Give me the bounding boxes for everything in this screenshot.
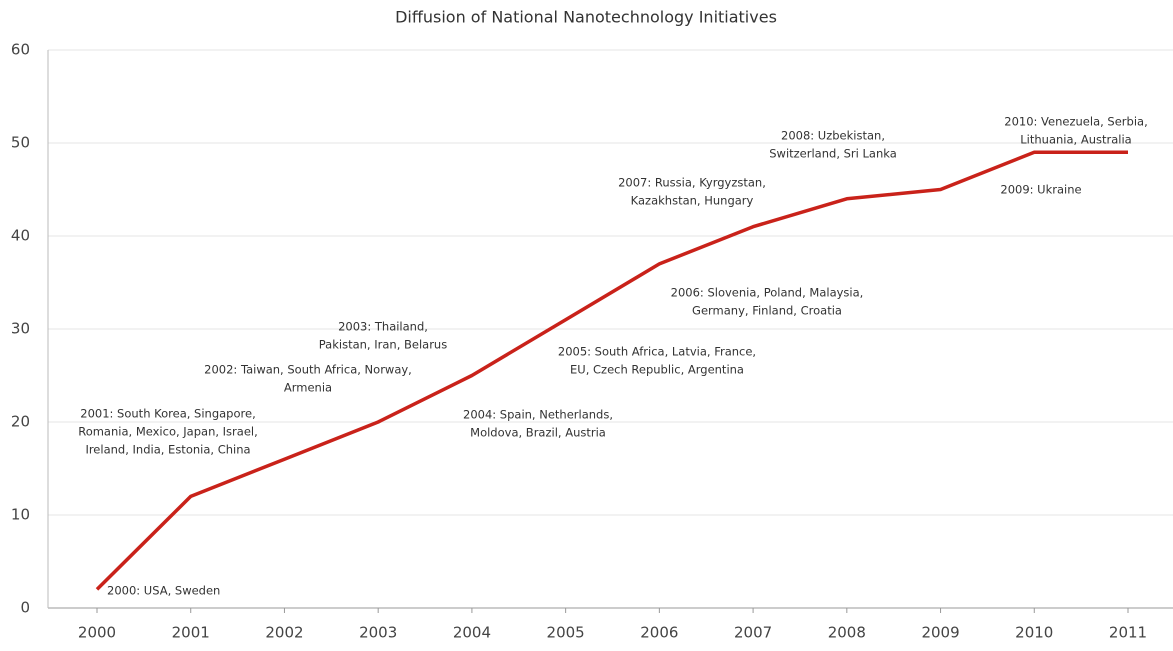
- y-tick-label: 10: [11, 506, 30, 524]
- x-tick-label: 2011: [1109, 624, 1147, 642]
- annotation: 2002: Taiwan, South Africa, Norway,: [204, 363, 412, 377]
- x-tick-label: 2007: [734, 624, 772, 642]
- annotation: 2004: Spain, Netherlands,: [463, 408, 613, 422]
- annotation: Lithuania, Australia: [1020, 133, 1131, 147]
- annotation: 2007: Russia, Kyrgyzstan,: [618, 176, 766, 190]
- annotation: Kazakhstan, Hungary: [631, 194, 754, 208]
- annotation: Pakistan, Iran, Belarus: [319, 338, 447, 352]
- annotation: EU, Czech Republic, Argentina: [570, 363, 744, 377]
- line: [95, 150, 1128, 591]
- annotation: Germany, Finland, Croatia: [692, 304, 842, 318]
- annotation: 2009: Ukraine: [1000, 183, 1081, 197]
- x-tick-label: 2006: [640, 624, 678, 642]
- annotation: Ireland, India, Estonia, China: [85, 443, 250, 457]
- x-tick-label: 2002: [265, 624, 303, 642]
- x-tick-label: 2008: [828, 624, 866, 642]
- x-tick-label: 2001: [172, 624, 210, 642]
- annotation: Moldova, Brazil, Austria: [470, 426, 606, 440]
- annotation: Romania, Mexico, Japan, Israel,: [78, 425, 258, 439]
- x-tick-label: 2005: [547, 624, 585, 642]
- x-tick-label: 2010: [1015, 624, 1053, 642]
- annotation: 2008: Uzbekistan,: [781, 129, 885, 143]
- x-tick-label: 2009: [921, 624, 959, 642]
- y-tick-label: 60: [11, 41, 30, 59]
- y-tick-label: 50: [11, 134, 30, 152]
- annotation: 2000: USA, Sweden: [107, 584, 220, 598]
- y-tick-label: 30: [11, 320, 30, 338]
- annotation: 2001: South Korea, Singapore,: [80, 407, 255, 421]
- annotation: 2006: Slovenia, Poland, Malaysia,: [671, 286, 864, 300]
- y-tick-label: 20: [11, 413, 30, 431]
- x-tick-label: 2003: [359, 624, 397, 642]
- annotation: 2005: South Africa, Latvia, France,: [558, 345, 756, 359]
- annotation: 2010: Venezuela, Serbia,: [1004, 115, 1147, 129]
- y-tick-label: 0: [20, 599, 30, 617]
- x-tick-label: 2000: [78, 624, 116, 642]
- annotation: Switzerland, Sri Lanka: [769, 147, 897, 161]
- annotation: Armenia: [284, 381, 332, 395]
- annotation: 2003: Thailand,: [338, 320, 428, 334]
- y-tick-label: 40: [11, 227, 30, 245]
- x-tick-label: 2004: [453, 624, 491, 642]
- chart-title: Diffusion of National Nanotechnology Ini…: [395, 8, 777, 27]
